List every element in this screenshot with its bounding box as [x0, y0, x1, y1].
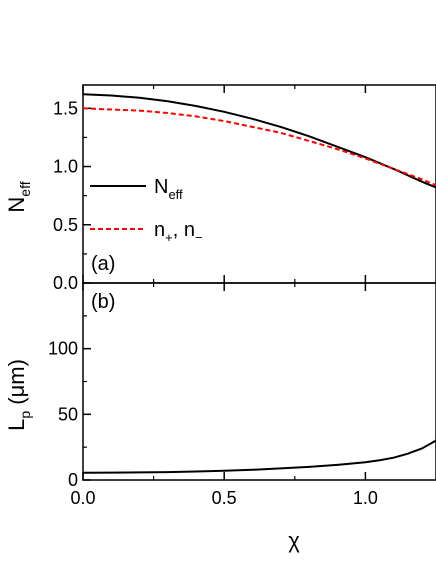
- panel-b-ytick-label-2: 100: [48, 339, 78, 359]
- panel-a-series-line-1: [82, 107, 436, 187]
- panel-a-ytick-label-3: 1.5: [53, 98, 78, 118]
- legend-label-npm: n+, n−: [154, 219, 203, 245]
- panel-a-label: (a): [91, 253, 115, 275]
- panel-b-xtick-label-0: 0.0: [70, 488, 95, 508]
- panel-a-series-line-0: [82, 93, 436, 189]
- x-axis-label: χ: [288, 528, 300, 553]
- panel-a-ytick-label-2: 1.0: [53, 157, 78, 177]
- legend-npm-sub2: −: [195, 230, 203, 245]
- panel-b-ylabel-main: L: [4, 419, 29, 431]
- panel-b-ylabel: Lp (μm): [4, 359, 33, 431]
- panel-b-xtick-label-1: 0.5: [212, 488, 237, 508]
- panel-b-ylabel-sub: p: [17, 411, 33, 419]
- legend-npm-sep: , n: [173, 219, 195, 241]
- legend-npm-sub1: +: [165, 230, 173, 245]
- legend-neff-main: N: [154, 176, 168, 198]
- panel-b-label: (b): [91, 291, 115, 313]
- labels-layer: 0.0 0.5 1.0 1.5 0 50 100 0.0 0.5 1.0: [48, 98, 378, 508]
- series-layer: [82, 93, 436, 474]
- legend-npm-main: n: [154, 219, 165, 241]
- panel-a-ytick-label-1: 0.5: [53, 215, 78, 235]
- panel-a-ylabel: Neff: [4, 181, 33, 212]
- panel-a-ylabel-sub: eff: [17, 181, 33, 196]
- panel-a-ylabel-main: N: [4, 197, 29, 213]
- ticks-layer: [82, 85, 367, 481]
- panel-a-frame: [82, 84, 436, 284]
- legend-neff-sub: eff: [168, 187, 183, 202]
- panel-b-ytick-label-0: 0: [68, 470, 78, 490]
- panel-a-ytick-label-0: 0.0: [53, 273, 78, 293]
- panel-b-series-line-0: [82, 439, 436, 474]
- panel-b-ytick-label-1: 50: [58, 404, 78, 424]
- panel-b-xtick-label-2: 1.0: [353, 488, 378, 508]
- panel-b-ylabel-suffix: (μm): [4, 359, 29, 411]
- panel-b-frame: [82, 282, 436, 481]
- legend-label-neff: Neff: [154, 176, 183, 202]
